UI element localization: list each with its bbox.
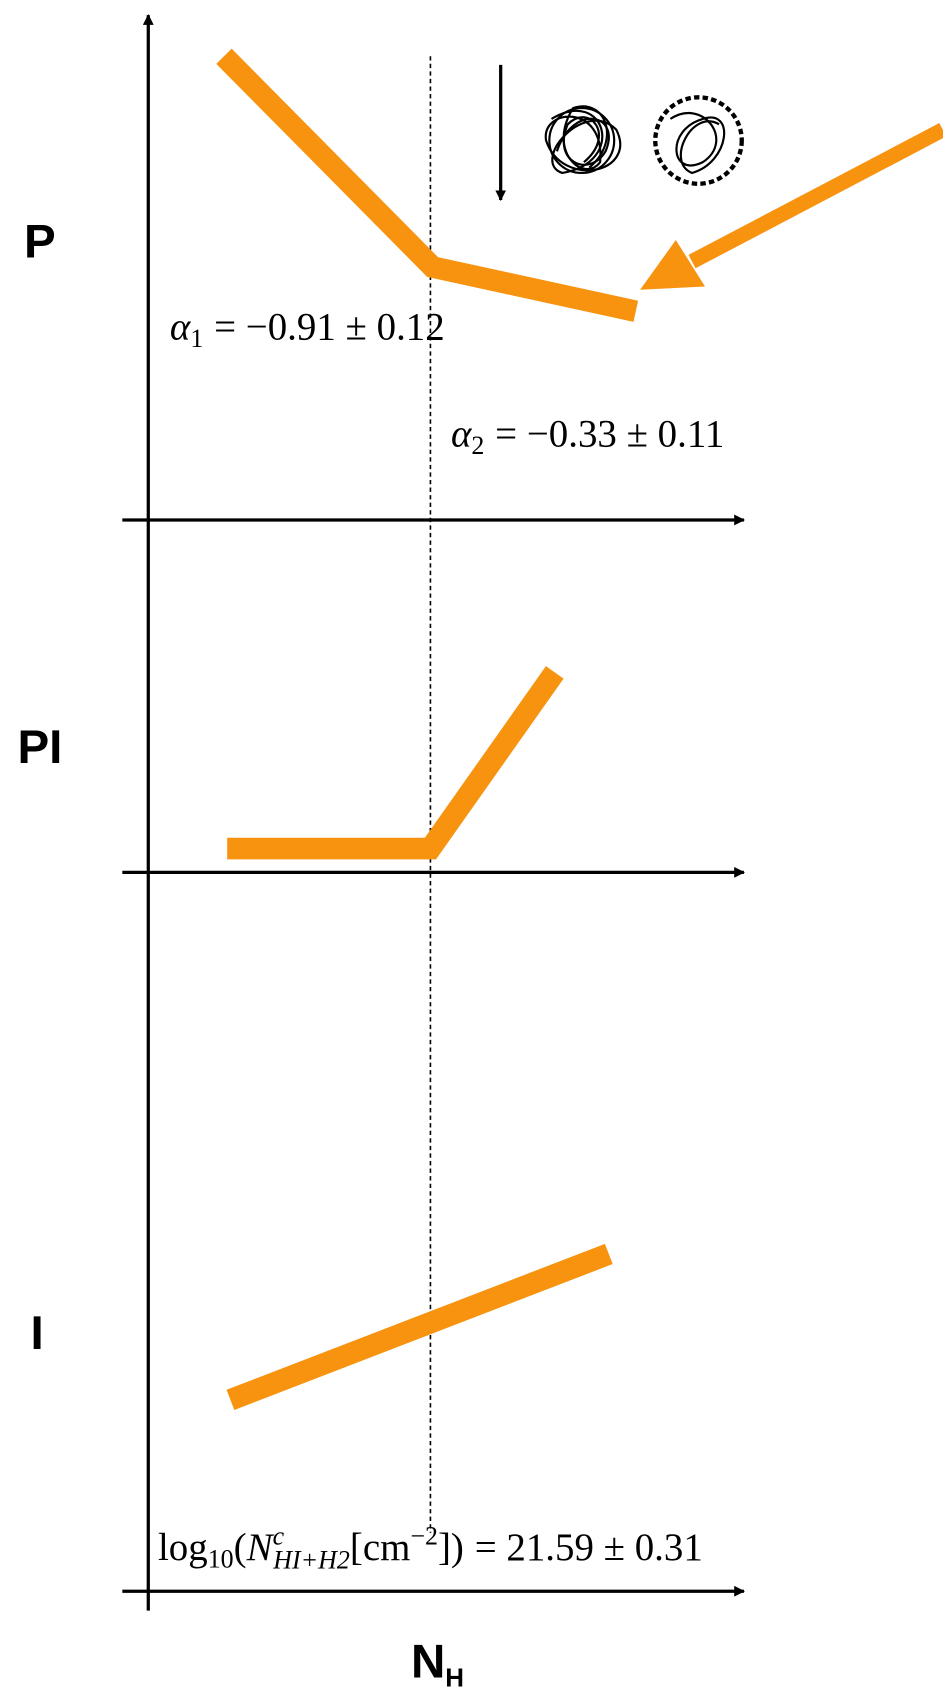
symbol: α: [170, 305, 192, 348]
orange-arrowhead: [640, 239, 705, 290]
panel-label: PI: [17, 721, 62, 774]
confined-field-icon: [653, 95, 744, 186]
alpha2: α2 = −0.33 ± 0.11: [451, 412, 724, 460]
symbol: α: [451, 412, 473, 455]
open: (: [234, 1526, 247, 1569]
unit-exponent: −2: [410, 1522, 438, 1551]
subscript: HI+H2: [272, 1546, 350, 1575]
label-sub: H: [445, 1664, 464, 1692]
function: log: [158, 1526, 208, 1569]
unit: [cm: [350, 1526, 411, 1569]
column-density: log10(Nc HI+H2[cm−2]) = 21.59 ± 0.31: [158, 1522, 703, 1575]
tangled-field-icon: [544, 105, 622, 175]
x-axis-label: NH: [411, 1636, 464, 1693]
label-main: N: [411, 1636, 445, 1689]
superscript: c: [273, 1522, 285, 1551]
expression: = 21.59 ± 0.31: [475, 1526, 703, 1569]
function-subscript: 10: [208, 1544, 234, 1573]
panel-label: I: [30, 1307, 43, 1360]
subscript: 2: [471, 431, 484, 460]
trend-p: [216, 48, 639, 322]
trend-pi: [227, 666, 564, 860]
expression: = −0.91 ± 0.12: [214, 305, 445, 348]
subscript: 1: [190, 324, 203, 353]
expression: = −0.33 ± 0.11: [495, 412, 724, 455]
alpha1: α1 = −0.91 ± 0.12: [170, 305, 445, 353]
symbol: N: [246, 1526, 275, 1569]
orange-arrow: [688, 123, 943, 269]
trend-i: [226, 1243, 613, 1410]
close: ]): [438, 1526, 464, 1569]
panel-label: P: [24, 215, 56, 268]
